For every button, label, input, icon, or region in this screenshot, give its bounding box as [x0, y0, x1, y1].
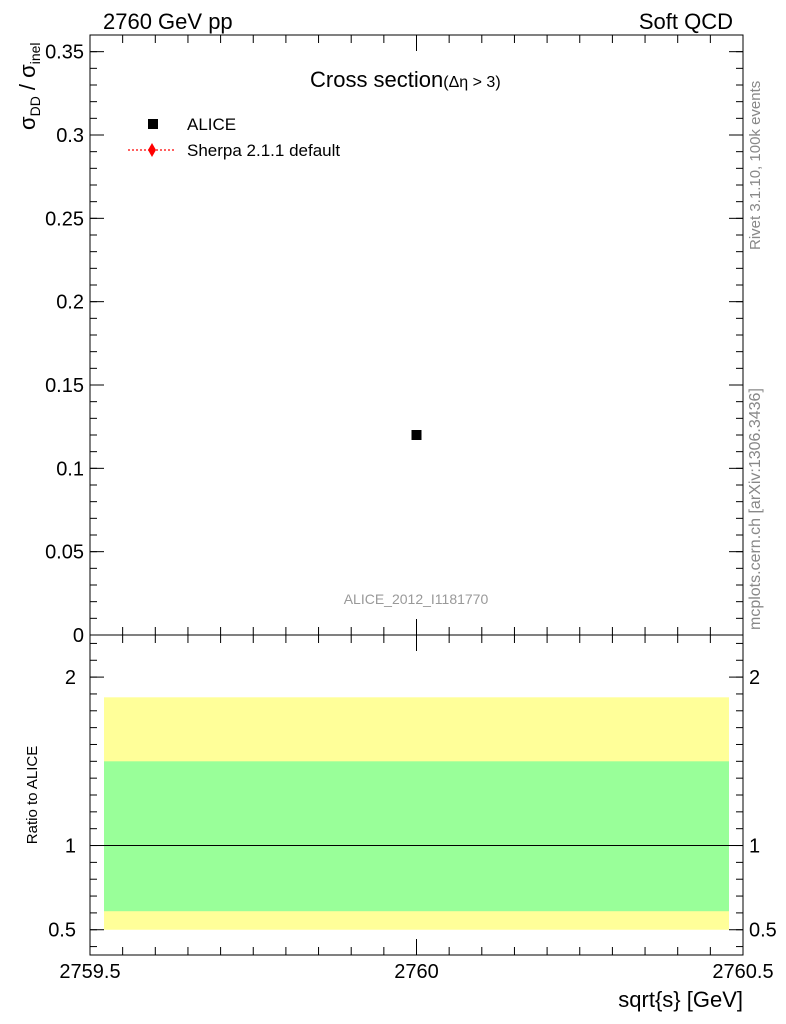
y-label-sigma: σ	[15, 116, 40, 130]
main-y-axis-label: σDD / σinel	[15, 42, 43, 130]
side-mcplots-ref: mcplots.cern.ch [arXiv:1306.3436]	[747, 388, 764, 630]
main-plot-title: Cross section(Δη > 3)	[310, 67, 501, 92]
main-y-tick-label: 0	[73, 625, 84, 647]
y-label-sub-inel: inel	[27, 42, 43, 64]
main-y-tick-label: 0.3	[56, 125, 84, 147]
main-y-tick-label: 0.25	[45, 208, 84, 230]
main-y-tick-label: 0.15	[45, 375, 84, 397]
data-point-alice	[411, 430, 422, 440]
main-panel: 0 0.05 0.1 0.15 0.2 0.25 0.3 0.35 Cross section…	[15, 34, 744, 647]
y-label-slash-sigma: / σ	[15, 64, 40, 96]
ratio-bands	[104, 697, 729, 930]
ratio-y-ticks: 0.5 0.5 1 1 2 2	[48, 642, 777, 948]
main-y-ticks: 0 0.05 0.1 0.15 0.2 0.25 0.3 0.35	[45, 34, 743, 647]
ratio-band-inner	[104, 761, 729, 912]
ratio-y-tick-label-right: 1	[749, 836, 760, 858]
main-y-tick-label: 0.2	[56, 292, 84, 314]
legend: ALICE Sherpa 2.1.1 default	[128, 115, 340, 160]
x-tick-label: 2760.5	[712, 961, 773, 983]
x-tick-label: 2759.5	[59, 961, 120, 983]
title-text: Cross section	[310, 67, 443, 92]
main-data-points	[411, 430, 422, 440]
ratio-y-tick-label: 1	[65, 836, 76, 858]
title-condition: (Δη > 3)	[443, 74, 500, 91]
y-label-sub-dd: DD	[27, 96, 43, 116]
ratio-y-tick-label: 2	[65, 667, 76, 689]
legend-sherpa-label: Sherpa 2.1.1 default	[187, 141, 340, 160]
legend-alice-label: ALICE	[187, 115, 236, 134]
legend-sherpa-marker	[148, 143, 156, 157]
ratio-panel: 0.5 0.5 1 1 2 2 2759.5 2760 2760.5 Ratio to ALI…	[24, 634, 777, 1012]
header-energy-label: 2760 GeV pp	[103, 9, 233, 34]
x-axis-label: sqrt{s} [GeV]	[618, 987, 743, 1012]
main-y-tick-label: 0.1	[56, 458, 84, 480]
x-tick-label: 2760	[394, 961, 439, 983]
ratio-y-axis-label: Ratio to ALICE	[24, 746, 41, 844]
main-y-tick-label: 0.05	[45, 542, 84, 564]
ratio-y-tick-label-right: 2	[749, 667, 760, 689]
ratio-panel-frame	[89, 634, 744, 956]
analysis-watermark: ALICE_2012_I1181770	[344, 591, 489, 607]
side-rivet-info: Rivet 3.1.10, 100k events	[747, 81, 764, 250]
ratio-y-tick-label: 0.5	[48, 920, 76, 942]
ratio-y-tick-label-right: 0.5	[749, 920, 777, 942]
header-category-label: Soft QCD	[639, 9, 733, 34]
legend-alice-marker	[148, 119, 158, 129]
main-y-tick-label: 0.35	[45, 42, 84, 64]
